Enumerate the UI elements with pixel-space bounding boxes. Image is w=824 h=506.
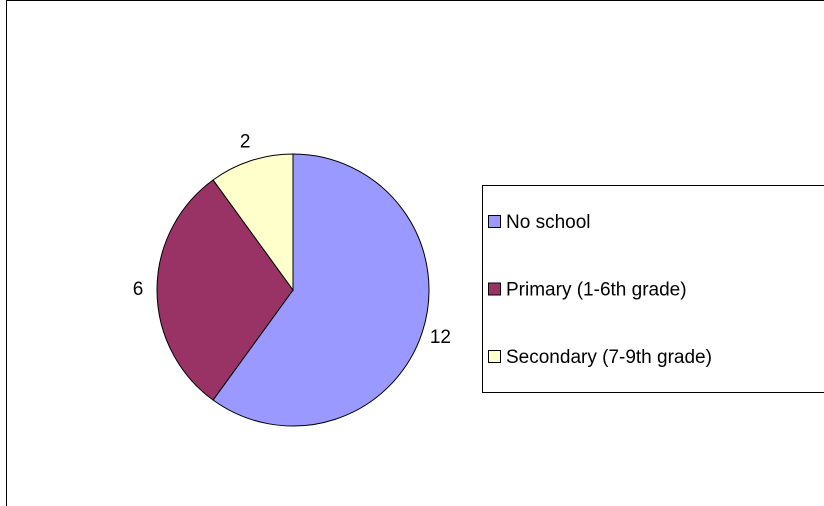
legend-swatch [488, 350, 501, 363]
pie-slice [156, 179, 294, 401]
data-label: 2 [240, 132, 251, 153]
data-label: 6 [133, 279, 144, 300]
legend-swatch [488, 282, 501, 296]
legend-swatch [488, 215, 501, 228]
pie-slice [212, 153, 294, 292]
pie-slice [212, 153, 430, 427]
legend-label: Secondary (7-9th grade) [506, 347, 712, 368]
data-label: 12 [430, 327, 451, 348]
legend-label: Primary (1-6th grade) [506, 280, 687, 301]
legend-box [482, 185, 824, 393]
legend-label: No school [506, 212, 591, 233]
